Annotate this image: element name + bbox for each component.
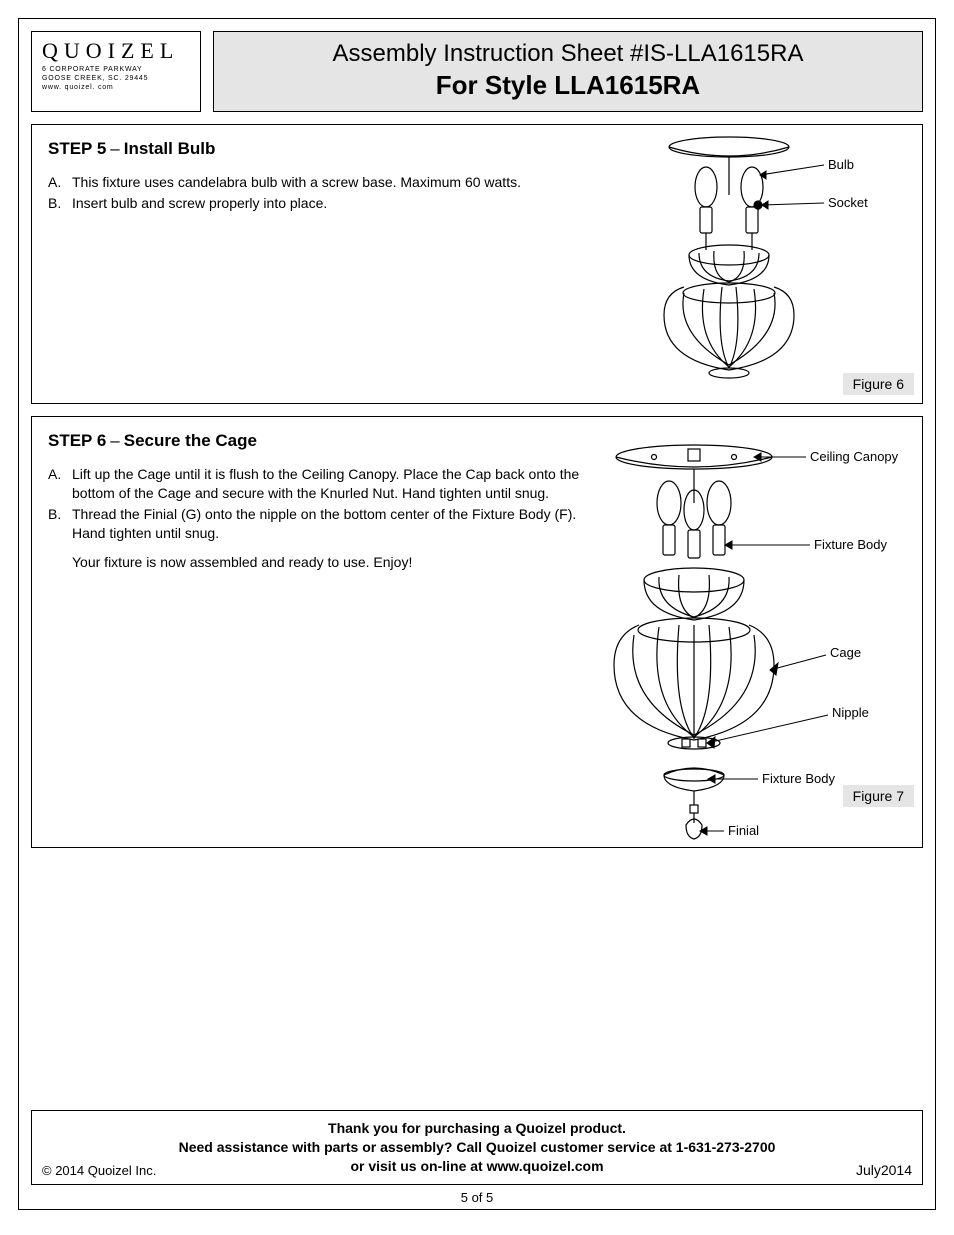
callout-nipple: Nipple <box>832 705 869 720</box>
step5-prefix: STEP 5 <box>48 139 106 158</box>
footer-line2: Need assistance with parts or assembly? … <box>42 1138 912 1157</box>
footer-copyright: © 2014 Quoizel Inc. <box>42 1163 156 1178</box>
header-row: QUOIZEL 6 CORPORATE PARKWAY GOOSE CREEK,… <box>19 19 935 112</box>
figure6-label: Figure 6 <box>843 373 914 395</box>
step5-item-b: B. Insert bulb and screw properly into p… <box>48 194 588 213</box>
step5-b-label: B. <box>48 194 72 213</box>
callout-ceiling-canopy: Ceiling Canopy <box>810 449 899 464</box>
callout-bulb: Bulb <box>828 157 854 172</box>
step6-box: STEP 6–Secure the Cage A. Lift up the Ca… <box>31 416 923 848</box>
step5-a-text: This fixture uses candelabra bulb with a… <box>72 173 521 192</box>
footer-line3: or visit us on-line at www.quoizel.com <box>42 1157 912 1176</box>
brand-addr-2: GOOSE CREEK, SC. 29445 <box>42 75 190 84</box>
step5-b-text: Insert bulb and screw properly into plac… <box>72 194 327 213</box>
step6-a-label: A. <box>48 465 72 503</box>
footer-line1: Thank you for purchasing a Quoizel produ… <box>42 1119 912 1138</box>
brand-addr: 6 CORPORATE PARKWAY GOOSE CREEK, SC. 294… <box>42 66 190 92</box>
step5-title: Install Bulb <box>124 139 216 158</box>
brand-box: QUOIZEL 6 CORPORATE PARKWAY GOOSE CREEK,… <box>31 31 201 112</box>
callout-cage: Cage <box>830 645 861 660</box>
step6-text: A. Lift up the Cage until it is flush to… <box>48 465 588 571</box>
page-number: 5 of 5 <box>461 1190 494 1205</box>
figure7-label: Figure 7 <box>843 785 914 807</box>
callout-finial: Finial <box>728 823 759 838</box>
dash: – <box>106 139 123 158</box>
step6-prefix: STEP 6 <box>48 431 106 450</box>
dash: – <box>106 431 123 450</box>
step5-box: STEP 5–Install Bulb A. This fixture uses… <box>31 124 923 404</box>
callout-fixture-body-bottom: Fixture Body <box>762 771 835 786</box>
step6-item-b: B. Thread the Finial (G) onto the nipple… <box>48 505 588 543</box>
title-line2: For Style LLA1615RA <box>220 70 916 101</box>
figure6-diagram: Bulb Socket <box>614 125 904 385</box>
title-line1: Assembly Instruction Sheet #IS-LLA1615RA <box>220 40 916 68</box>
step5-a-label: A. <box>48 173 72 192</box>
step6-title: Secure the Cage <box>124 431 257 450</box>
step5-item-a: A. This fixture uses candelabra bulb wit… <box>48 173 588 192</box>
footer-box: Thank you for purchasing a Quoizel produ… <box>31 1110 923 1185</box>
step6-item-a: A. Lift up the Cage until it is flush to… <box>48 465 588 503</box>
brand-addr-1: 6 CORPORATE PARKWAY <box>42 66 190 75</box>
step6-b-text: Thread the Finial (G) onto the nipple on… <box>72 505 588 543</box>
footer-date: July2014 <box>856 1162 912 1178</box>
step6-a-text: Lift up the Cage until it is flush to th… <box>72 465 588 503</box>
brand-name: QUOIZEL <box>42 38 190 64</box>
title-box: Assembly Instruction Sheet #IS-LLA1615RA… <box>213 31 923 112</box>
figure7-diagram: Ceiling Canopy Fixture Body Cage Nipple … <box>574 435 904 845</box>
callout-socket: Socket <box>828 195 868 210</box>
step6-closing: Your fixture is now assembled and ready … <box>72 553 588 572</box>
step5-text: A. This fixture uses candelabra bulb wit… <box>48 173 588 213</box>
callout-fixture-body-top: Fixture Body <box>814 537 887 552</box>
brand-addr-3: www. quoizel. com <box>42 84 190 93</box>
step6-b-label: B. <box>48 505 72 543</box>
page-border: QUOIZEL 6 CORPORATE PARKWAY GOOSE CREEK,… <box>18 18 936 1210</box>
